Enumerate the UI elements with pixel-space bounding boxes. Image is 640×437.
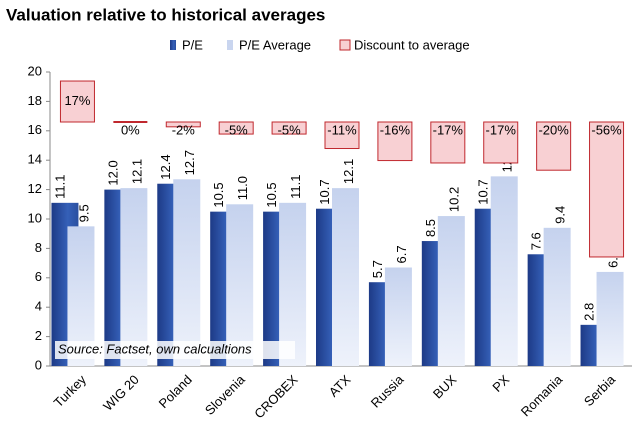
bar — [596, 271, 624, 366]
discount-label: -5% — [278, 122, 302, 137]
value-label: 11.1 — [288, 174, 303, 198]
value-label: 12.0 — [105, 160, 120, 185]
discount-box — [59, 80, 95, 123]
value-label: 10.7 — [476, 179, 491, 204]
value-label: 2.8 — [581, 303, 596, 321]
annotation-bg — [55, 341, 295, 359]
bar — [332, 188, 359, 366]
bar — [120, 188, 148, 366]
value-label: 5.7 — [370, 260, 385, 278]
legend-label: P/E — [182, 37, 203, 52]
discount-box — [589, 121, 625, 258]
bar — [437, 216, 465, 366]
x-tick-label: WIG 20 — [100, 372, 142, 414]
discount-label: -56% — [591, 122, 622, 137]
x-tick-label: Slovenia — [202, 371, 248, 417]
discount-label: -2% — [172, 122, 196, 137]
x-tick-label: Poland — [156, 372, 195, 411]
x-tick-label: CROBEX — [251, 372, 301, 422]
legend-swatch — [227, 40, 233, 50]
bar — [279, 202, 307, 366]
y-tick-label: 0 — [35, 357, 42, 372]
discount-box — [430, 121, 466, 164]
discount-label: -20% — [538, 122, 569, 137]
x-tick-label: Serbia — [581, 371, 619, 409]
value-label: 12.1 — [341, 159, 356, 184]
value-label: 9.5 — [76, 204, 91, 222]
legend-swatch — [339, 39, 351, 51]
value-label: 12.7 — [182, 150, 197, 175]
legend: P/E P/E Average Discount to average — [170, 37, 470, 52]
bar — [543, 227, 571, 366]
discount-label: -17% — [433, 122, 464, 137]
x-tick-label: BUX — [430, 372, 460, 402]
x-tick-label: ATX — [326, 372, 354, 400]
discount-box — [536, 121, 572, 171]
y-tick-label: 4 — [35, 299, 42, 314]
discount-label: -5% — [225, 122, 249, 137]
annotation: Source: Factset, own calcualtions — [58, 341, 252, 356]
value-label: 10.5 — [211, 182, 226, 207]
y-tick-label: 8 — [35, 240, 42, 255]
y-tick-label: 6 — [35, 269, 42, 284]
x-tick-label: Russia — [368, 371, 407, 410]
discount-label: -16% — [380, 122, 411, 137]
legend-swatch — [170, 40, 176, 50]
discount-box — [483, 121, 519, 164]
y-tick-label: 16 — [28, 122, 42, 137]
discount-box — [218, 121, 254, 135]
value-label: 9.4 — [553, 206, 568, 224]
y-tick-label: 10 — [28, 210, 42, 225]
discount-box — [271, 121, 307, 135]
discount-box — [324, 121, 360, 150]
y-tick-label: 2 — [35, 328, 42, 343]
discount-label: -17% — [486, 122, 517, 137]
discount-box — [165, 121, 201, 128]
bar — [173, 179, 201, 366]
x-tick-label: Turkey — [51, 372, 90, 411]
legend-label: Discount to average — [354, 37, 470, 52]
discount-box — [377, 121, 413, 162]
value-label: 10.2 — [447, 187, 462, 212]
legend-label: P/E Average — [239, 37, 311, 52]
value-label: 11.1 — [52, 174, 67, 198]
value-label: 10.7 — [317, 179, 332, 204]
value-label: 7.6 — [529, 232, 544, 250]
value-label: 12.4 — [158, 154, 173, 179]
bar — [490, 176, 518, 366]
x-tick-label: Romania — [518, 371, 566, 419]
y-tick-label: 12 — [28, 181, 42, 196]
bar — [384, 267, 412, 366]
discount-label: -11% — [327, 122, 357, 137]
value-label: 11.0 — [235, 176, 250, 200]
y-tick-label: 18 — [28, 93, 42, 108]
y-tick-label: 14 — [28, 152, 42, 167]
value-label: 6.7 — [394, 245, 409, 263]
bar — [226, 204, 254, 366]
value-label: 12.1 — [129, 159, 144, 184]
value-label: 10.5 — [264, 182, 279, 207]
discount-label: 0% — [121, 122, 140, 137]
x-tick-label: PX — [489, 372, 512, 395]
value-label: 8.5 — [423, 219, 438, 237]
discount-label: 17% — [64, 93, 90, 108]
chart-title: Valuation relative to historical average… — [6, 5, 325, 24]
y-tick-label: 20 — [28, 63, 42, 78]
